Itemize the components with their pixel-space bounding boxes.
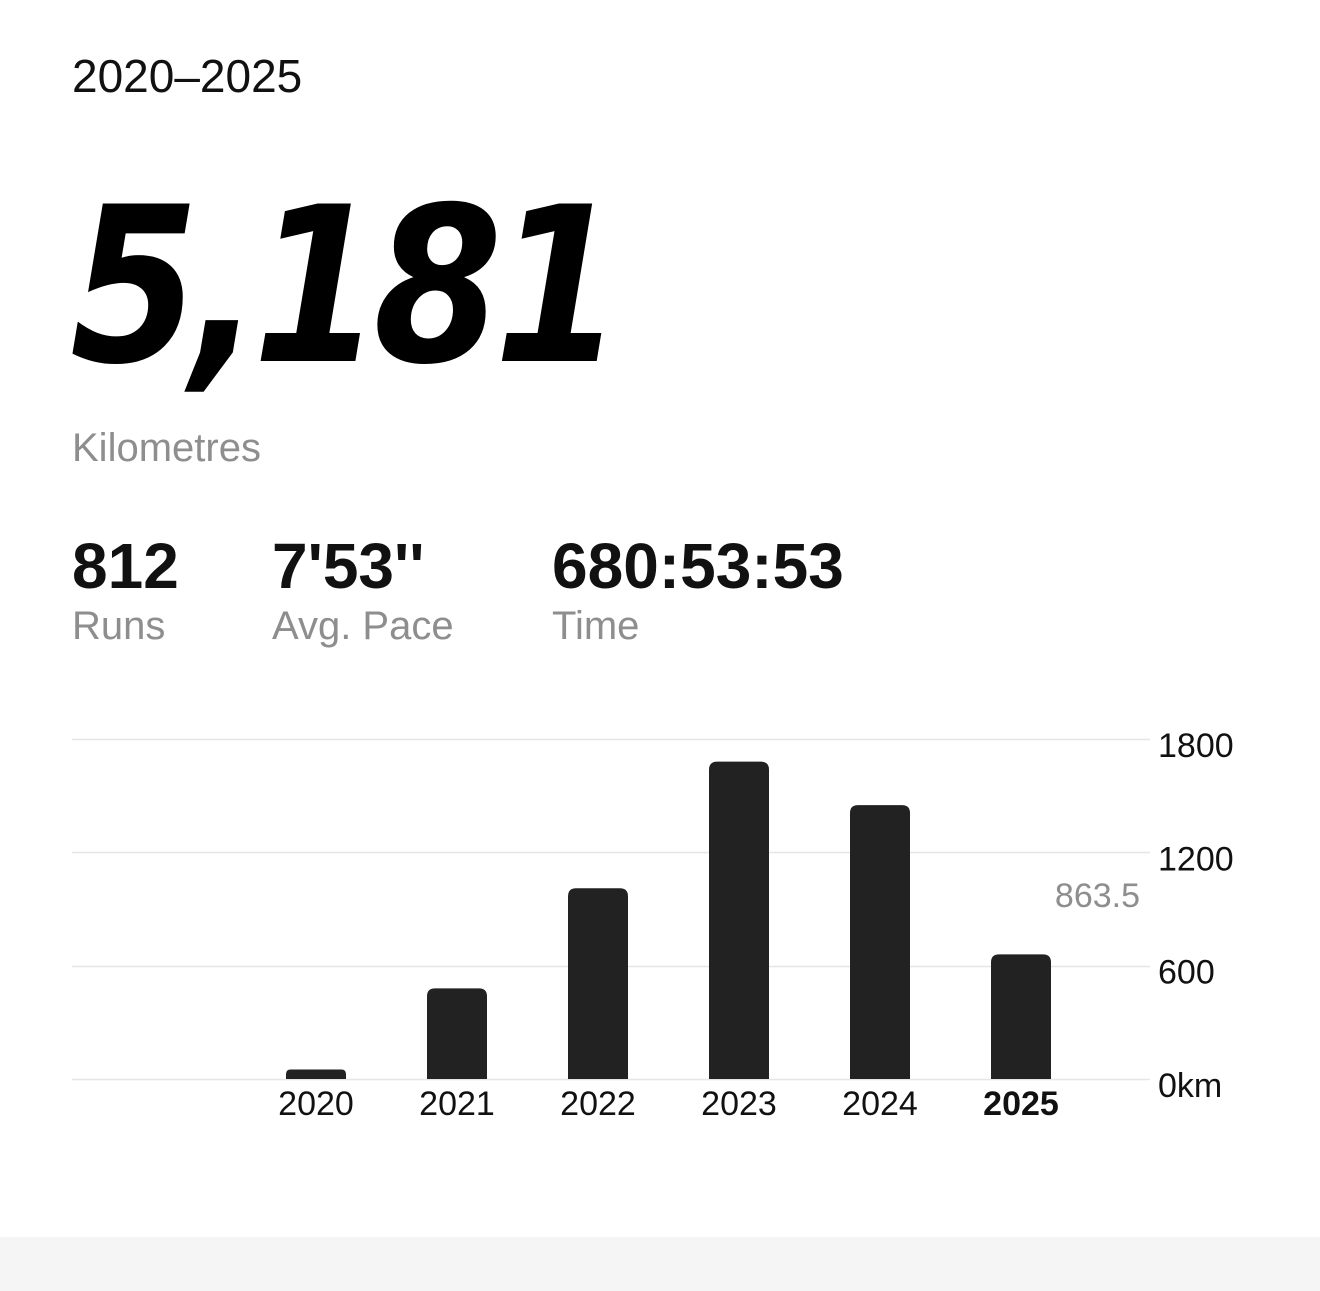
bar-2021[interactable] <box>427 988 487 1079</box>
y-tick-label: 1200 <box>1158 840 1234 878</box>
bottom-strip <box>0 1237 1320 1291</box>
x-tick-label-2020[interactable]: 2020 <box>278 1085 354 1123</box>
stat-time-value: 680:53:53 <box>552 530 844 602</box>
stat-avg-pace: 7'53'' Avg. Pace <box>272 530 454 650</box>
y-tick-label: 600 <box>1158 954 1215 992</box>
stat-runs-label: Runs <box>72 604 166 648</box>
x-tick-label-2024[interactable]: 2024 <box>842 1085 918 1123</box>
stat-time-label: Time <box>552 604 640 648</box>
stat-runs-value: 812 <box>72 530 179 602</box>
chart-annotation: 863.5 <box>1055 877 1140 915</box>
stat-avg-pace-value: 7'53'' <box>272 530 425 602</box>
chart-x-tick-labels: 2020 2021 2022 2023 2024 2025 <box>278 1085 1059 1123</box>
bar-2024[interactable] <box>850 805 910 1079</box>
bar-2023[interactable] <box>709 761 769 1079</box>
range-label: 2020–2025 <box>72 50 303 102</box>
bar-2025[interactable] <box>991 954 1051 1079</box>
chart-bars <box>286 761 1051 1079</box>
bar-2022[interactable] <box>568 888 628 1079</box>
y-tick-label: 1800 <box>1158 727 1234 765</box>
x-tick-label-2022[interactable]: 2022 <box>560 1085 636 1123</box>
stat-avg-pace-label: Avg. Pace <box>272 604 454 648</box>
x-tick-label-2021[interactable]: 2021 <box>419 1085 495 1123</box>
bar-2020[interactable] <box>286 1069 346 1079</box>
total-distance-value: 5,181 <box>70 161 623 412</box>
total-distance-unit: Kilometres <box>72 426 261 470</box>
x-tick-label-2023[interactable]: 2023 <box>701 1085 777 1123</box>
x-tick-label-2025[interactable]: 2025 <box>983 1085 1059 1123</box>
chart-y-tick-labels: 1800 1200 600 0km <box>1158 727 1234 1105</box>
stat-time: 680:53:53 Time <box>552 530 844 650</box>
stat-runs: 812 Runs <box>72 530 179 650</box>
y-tick-label: 0km <box>1158 1067 1222 1105</box>
